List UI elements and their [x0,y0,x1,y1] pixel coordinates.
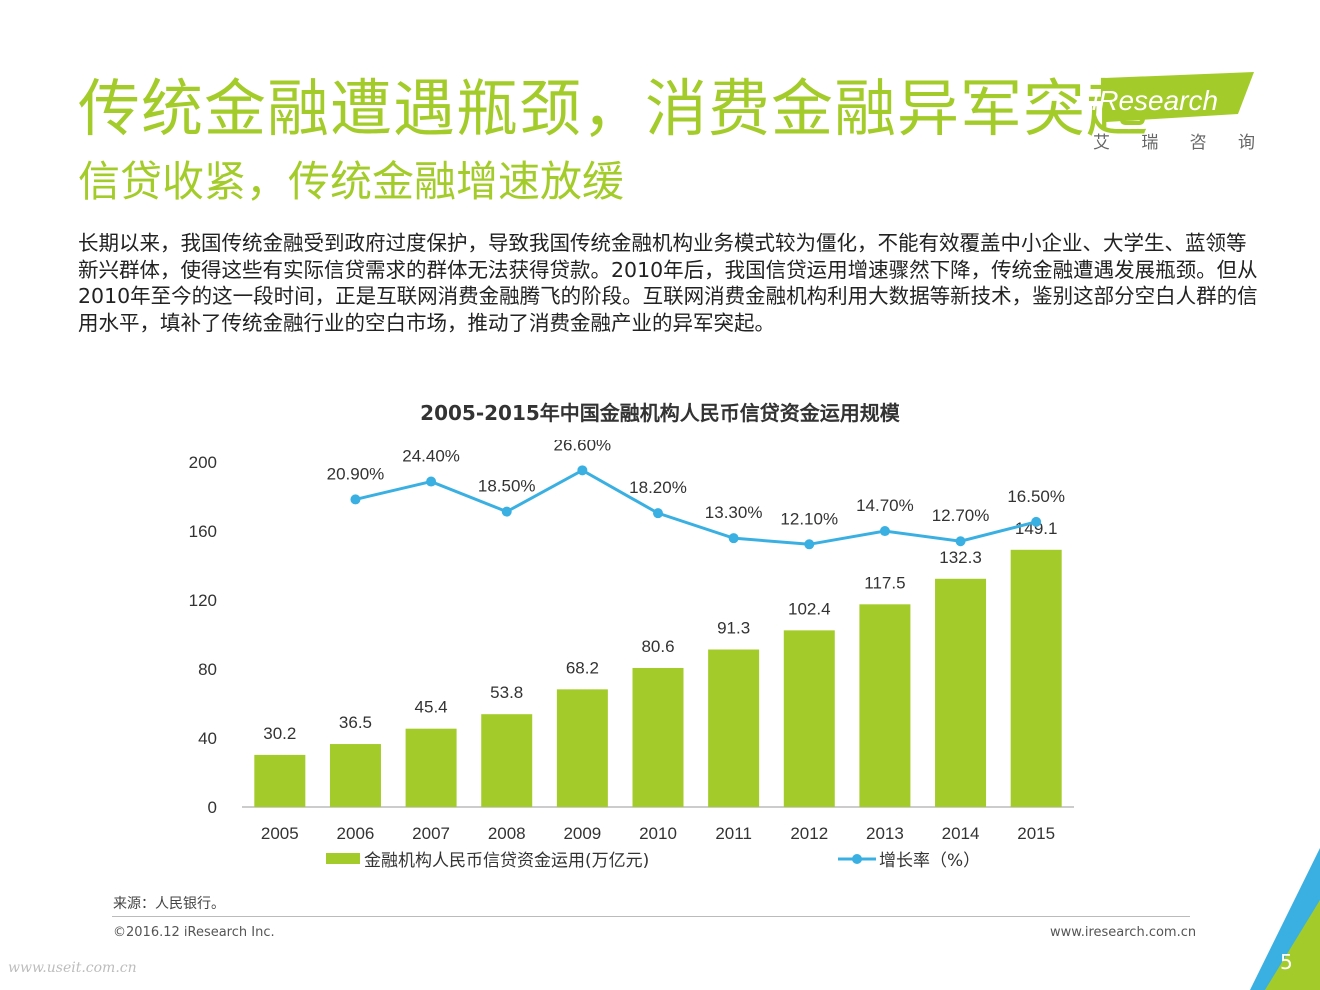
logo-green-shape [1104,72,1254,122]
bar-value-label: 91.3 [717,619,750,638]
intro-paragraph: 长期以来，我国传统金融受到政府过度保护，导致我国传统金融机构业务模式较为僵化，不… [78,231,1258,335]
y-tick-label: 160 [189,522,217,541]
growth-rate-label: 26.60% [554,440,612,454]
growth-rate-label: 18.50% [478,477,536,496]
footer-divider [112,916,1190,917]
bar [783,630,835,807]
growth-rate-label: 20.90% [327,464,385,483]
growth-rate-label: 16.50% [1007,487,1065,506]
bar [859,604,911,807]
x-tick-label: 2005 [261,824,299,843]
growth-rate-label: 12.10% [780,509,838,528]
bar-line-chart: 0 40 80 120 160 200 30.2 2005 36.5 2006 45.4 2007 53… [189,440,1074,843]
legend-bar-swatch [326,853,360,864]
chart-title: 2005-2015年中国金融机构人民币信贷资金运用规模 [420,401,900,425]
y-tick-label: 120 [189,591,217,610]
website-link[interactable]: www.iresearch.com.cn [1050,925,1197,940]
x-tick-label: 2011 [715,824,752,843]
growth-rate-point [577,465,588,476]
growth-rate-point [501,506,512,517]
logo-text: iResearch [1092,85,1218,116]
growth-rate-label: 14.70% [856,496,914,515]
bar-value-label: 53.8 [490,683,523,702]
legend-line-swatch [838,854,876,864]
x-tick-label: 2007 [412,824,450,843]
page-title: 传统金融遭遇瓶颈，消费金融异军突起 [78,72,1150,145]
growth-rate-point [728,533,739,544]
source-note: 来源：人民银行。 [113,896,225,912]
y-tick-label: 0 [208,798,217,817]
growth-rate-point [426,476,437,487]
growth-rate-point [804,539,815,550]
iresearch-logo: iResearch [1092,72,1254,122]
page-subtitle: 信贷收紧，传统金融增速放缓 [78,157,625,206]
y-tick-label: 200 [189,453,217,472]
bar-value-label: 68.2 [566,658,599,677]
logo-char: 艾 [1093,133,1110,153]
legend-line-label: 增长率（%） [879,851,981,871]
bar [481,714,533,807]
x-tick-label: 2010 [639,824,677,843]
growth-rate-point [1031,516,1042,527]
bar [254,754,306,807]
growth-rate-point [879,526,890,537]
bar-value-label: 132.3 [939,548,982,567]
growth-rate-line [355,468,1037,546]
legend-bar-label: 金融机构人民币信贷资金运用(万亿元) [364,851,650,871]
growth-rate-label: 13.30% [705,503,763,522]
growth-rate-label: 24.40% [402,447,460,466]
bar [405,728,457,807]
bar [708,649,760,807]
bar-value-label: 117.5 [864,573,905,592]
bar-value-label: 45.4 [415,698,448,717]
growth-rate-point [653,508,663,519]
growth-rate-label: 12.70% [932,506,990,525]
x-tick-label: 2012 [790,824,828,843]
bar-value-label: 102.4 [788,599,831,618]
x-tick-label: 2006 [337,824,375,843]
bar [329,744,381,807]
growth-rate-point [955,536,966,547]
x-tick-label: 2015 [1017,824,1055,843]
x-tick-label: 2009 [563,824,601,843]
copyright: ©2016.12 iResearch Inc. [113,925,275,940]
bar-value-label: 80.6 [641,637,674,656]
x-tick-label: 2014 [942,824,980,843]
y-tick-label: 40 [198,729,217,748]
logo-char: 咨 [1189,133,1207,153]
bar [1010,549,1062,807]
y-tick-label: 80 [198,660,217,679]
bar [556,689,608,807]
page-number: 5 [1280,950,1293,974]
logo-char: 询 [1237,133,1255,153]
x-tick-label: 2008 [488,824,526,843]
corner-decoration [1250,848,1320,990]
bar-value-label: 36.5 [339,713,372,732]
logo-subtitle: 艾 瑞 咨 询 [1093,128,1255,153]
growth-rate-point [350,494,361,505]
bar [632,667,684,807]
growth-rate-label: 18.20% [629,478,687,497]
bar-value-label: 30.2 [263,724,296,743]
x-tick-label: 2013 [866,824,904,843]
logo-char: 瑞 [1141,133,1159,153]
bar [935,578,987,807]
watermark: www.useit.com.cn [8,960,137,976]
